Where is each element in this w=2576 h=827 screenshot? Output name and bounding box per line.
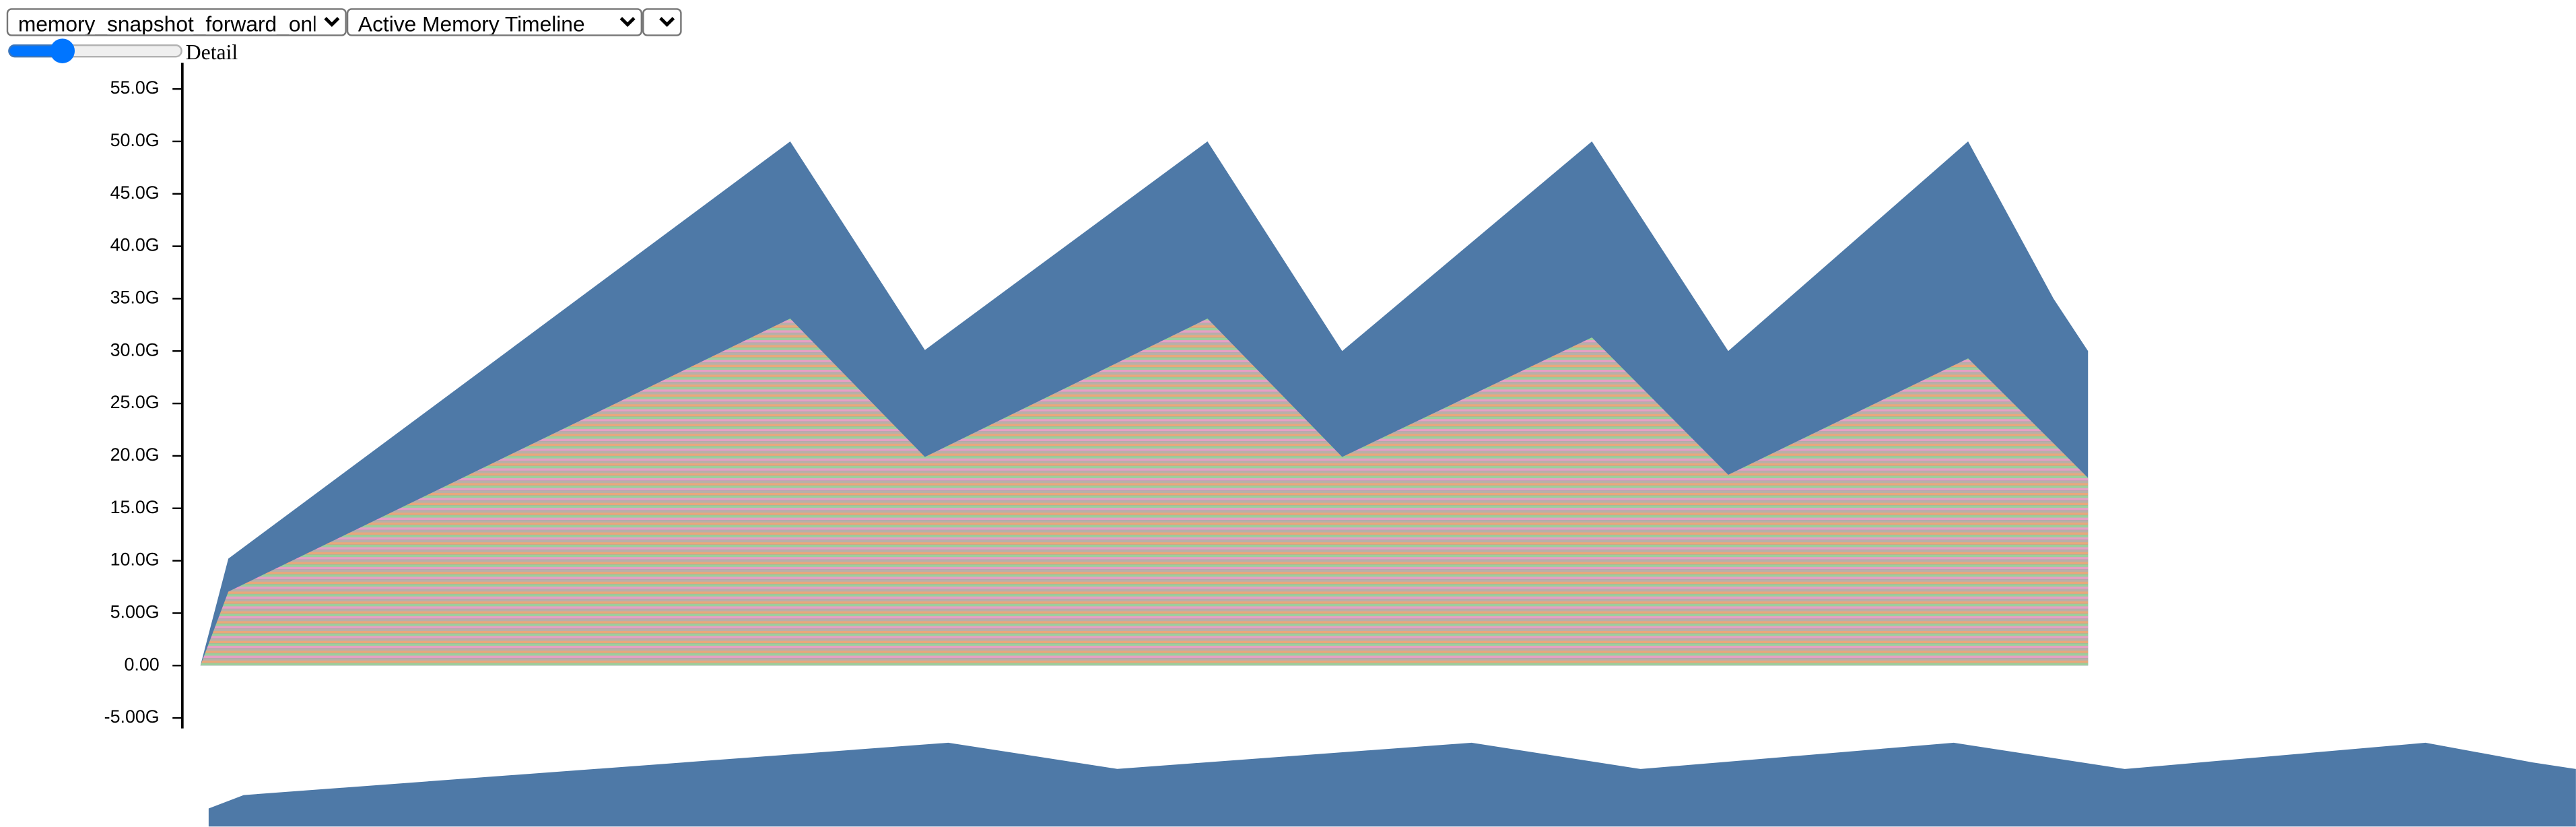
detail-slider[interactable]: [6, 38, 184, 65]
allocations-area: [200, 319, 2089, 666]
overview-area: [208, 742, 2576, 827]
y-tick-label: 55.0G: [110, 77, 160, 98]
y-tick-label: 20.0G: [110, 444, 160, 465]
y-tick-label: 25.0G: [110, 392, 160, 412]
y-tick-label: 10.0G: [110, 550, 160, 570]
file-select[interactable]: memory_snapshot_forward_only.pickle: [6, 8, 347, 36]
slider-label: Detail: [185, 39, 238, 65]
view-select[interactable]: Active Memory Timeline: [346, 8, 643, 36]
y-tick-label: 5.00G: [110, 602, 160, 622]
y-tick-label: 50.0G: [110, 130, 160, 150]
y-tick-label: 0.00: [124, 654, 159, 674]
y-tick-label: 40.0G: [110, 235, 160, 255]
index-select[interactable]: 0: [642, 8, 682, 36]
y-tick-label: 30.0G: [110, 339, 160, 360]
y-tick-label: -5.00G: [104, 706, 160, 727]
y-tick-label: 15.0G: [110, 497, 160, 517]
y-tick-label: 35.0G: [110, 288, 160, 308]
y-tick-label: 45.0G: [110, 183, 160, 203]
